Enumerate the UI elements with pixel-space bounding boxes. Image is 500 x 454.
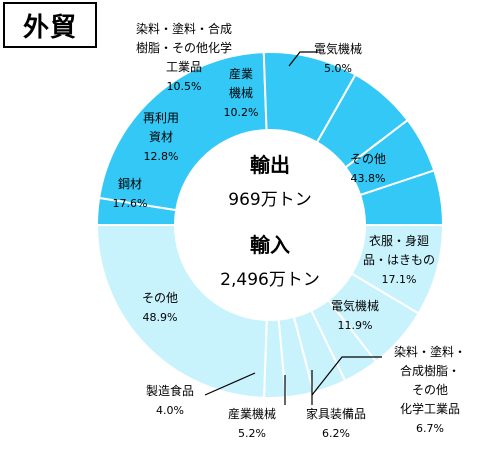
import-label-4: 産業機械 bbox=[228, 406, 276, 421]
import-label-5: 製造食品 bbox=[146, 383, 194, 398]
import-pct-1: 11.9% bbox=[338, 319, 373, 332]
leader-line bbox=[288, 51, 318, 67]
export-slice-1 bbox=[97, 51, 268, 212]
import-label-3: 家具装備品 bbox=[306, 406, 366, 421]
import-slice-6 bbox=[95, 224, 268, 399]
export-label-1: その他 bbox=[350, 152, 386, 166]
export-pct-1: 43.8% bbox=[351, 172, 386, 185]
import-label-2: 合成樹脂・ bbox=[400, 363, 460, 378]
import-label-6: その他 bbox=[142, 291, 178, 305]
export-label-5: 機械 bbox=[229, 85, 253, 100]
import-pct-2: 6.7% bbox=[416, 422, 444, 435]
export-label-4: 樹脂・その他化学 bbox=[136, 40, 232, 55]
import-pct-0: 17.1% bbox=[382, 273, 417, 286]
import-pct-6: 48.9% bbox=[143, 311, 178, 324]
export-label-3: 資材 bbox=[149, 130, 173, 144]
export-label-0: 電気機械 bbox=[314, 41, 362, 56]
import-total: 2,496万トン bbox=[220, 270, 320, 290]
import-label-2: その他 bbox=[412, 383, 448, 397]
import-label-2: 染料・塗料・ bbox=[394, 344, 466, 359]
import-label-2: 化学工業品 bbox=[400, 401, 460, 416]
import-label-0: 衣服・身廻 bbox=[369, 233, 429, 248]
import-pct-4: 5.2% bbox=[238, 427, 266, 440]
export-label-3: 再利用 bbox=[143, 111, 179, 125]
export-pct-0: 5.0% bbox=[324, 62, 352, 75]
export-label-4: 工業品 bbox=[166, 60, 202, 74]
export-pct-5: 10.2% bbox=[224, 106, 259, 119]
export-center-label: 輸出 bbox=[250, 153, 290, 177]
import-center-label: 輸入 bbox=[250, 233, 290, 257]
leader-line bbox=[311, 356, 382, 396]
export-label-4: 染料・塗料・合成 bbox=[136, 21, 232, 36]
export-label-5: 産業 bbox=[229, 66, 253, 81]
export-pct-4: 10.5% bbox=[167, 80, 202, 93]
import-label-0: 品・はきもの bbox=[363, 253, 435, 267]
export-label-2: 鋼材 bbox=[118, 177, 142, 191]
export-pct-3: 12.8% bbox=[144, 150, 179, 163]
page-title: 外貿 bbox=[3, 2, 97, 48]
export-pct-2: 17.6% bbox=[113, 197, 148, 210]
import-label-1: 電気機械 bbox=[331, 298, 379, 313]
leader-line bbox=[204, 372, 256, 396]
import-pct-5: 4.0% bbox=[156, 404, 184, 417]
import-pct-3: 6.2% bbox=[322, 427, 350, 440]
export-total: 969万トン bbox=[228, 190, 311, 210]
